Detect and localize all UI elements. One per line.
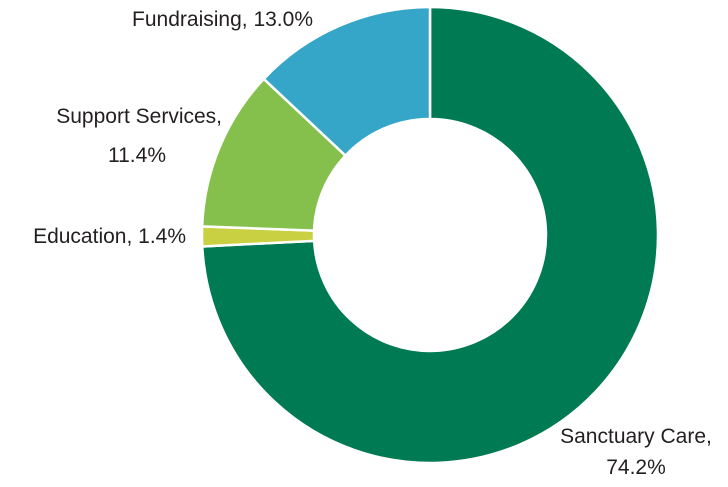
- label-sanctuary-care-value: 74.2%: [606, 456, 666, 479]
- label-education: Education, 1.4%: [33, 225, 186, 248]
- label-support-services-value: 11.4%: [108, 144, 166, 167]
- label-support-services: Support Services,: [56, 105, 222, 128]
- label-fundraising: Fundraising, 13.0%: [132, 8, 313, 31]
- slice-fundraising: [262, 5, 432, 157]
- label-sanctuary-care: Sanctuary Care,: [560, 425, 712, 448]
- slices-group: [200, 5, 660, 465]
- slice-sanctuary-care: [201, 5, 660, 465]
